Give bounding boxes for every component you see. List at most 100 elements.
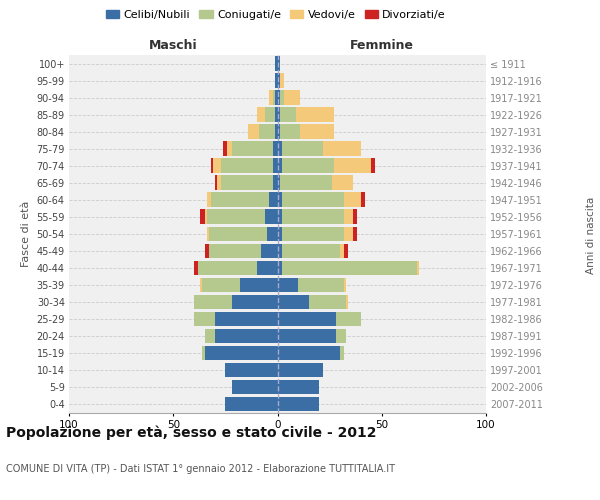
Bar [344,226,353,241]
Bar [277,397,319,411]
Bar [336,312,361,326]
Bar [265,108,275,122]
Bar [281,158,334,173]
Bar [277,124,280,139]
Bar [215,328,277,343]
Bar [344,244,349,258]
Bar [277,346,340,360]
Bar [198,260,257,275]
Bar [277,74,280,88]
Bar [277,328,336,343]
Bar [353,226,357,241]
Bar [226,397,277,411]
Bar [215,312,277,326]
Bar [221,158,274,173]
Bar [309,294,346,309]
Bar [240,278,277,292]
Bar [277,260,281,275]
Legend: Celibi/Nubili, Coniugati/e, Vedovi/e, Divorziati/e: Celibi/Nubili, Coniugati/e, Vedovi/e, Di… [101,6,451,25]
Bar [194,312,215,326]
Bar [281,192,344,207]
Bar [202,346,205,360]
Bar [267,226,277,241]
Bar [265,210,277,224]
Bar [248,124,259,139]
Bar [280,124,301,139]
Y-axis label: Fasce di età: Fasce di età [21,200,31,267]
Bar [334,158,371,173]
Bar [274,158,277,173]
Bar [275,108,277,122]
Bar [277,312,336,326]
Bar [269,90,274,105]
Bar [280,108,296,122]
Bar [277,56,280,70]
Bar [274,176,277,190]
Bar [232,294,277,309]
Bar [209,226,267,241]
Bar [277,278,298,292]
Bar [200,210,205,224]
Bar [277,192,281,207]
Bar [259,124,275,139]
Bar [211,192,269,207]
Bar [336,328,346,343]
Bar [344,210,353,224]
Bar [206,192,211,207]
Bar [274,90,275,105]
Bar [257,260,277,275]
Bar [274,142,277,156]
Bar [277,210,281,224]
Bar [275,90,277,105]
Bar [205,244,209,258]
Bar [227,142,232,156]
Bar [257,108,265,122]
Bar [281,244,340,258]
Bar [340,346,344,360]
Bar [205,328,215,343]
Bar [284,90,301,105]
Bar [277,176,280,190]
Bar [281,226,344,241]
Bar [323,142,361,156]
Bar [275,124,277,139]
Text: Maschi: Maschi [149,38,197,52]
Bar [232,380,277,394]
Bar [277,244,281,258]
Bar [340,244,344,258]
Bar [281,142,323,156]
Bar [277,158,281,173]
Bar [200,278,202,292]
Bar [277,108,280,122]
Bar [346,294,349,309]
Bar [209,244,261,258]
Bar [211,158,213,173]
Text: COMUNE DI VITA (TP) - Dati ISTAT 1° gennaio 2012 - Elaborazione TUTTITALIA.IT: COMUNE DI VITA (TP) - Dati ISTAT 1° genn… [6,464,395,474]
Bar [277,226,281,241]
Bar [223,142,227,156]
Bar [371,158,376,173]
Bar [361,192,365,207]
Bar [269,192,277,207]
Bar [281,260,417,275]
Text: Anni di nascita: Anni di nascita [586,196,596,274]
Bar [205,346,277,360]
Bar [277,294,309,309]
Bar [344,192,361,207]
Bar [332,176,353,190]
Bar [280,90,284,105]
Bar [344,278,346,292]
Bar [298,278,344,292]
Bar [277,380,319,394]
Bar [275,56,277,70]
Bar [301,124,334,139]
Bar [206,226,209,241]
Bar [226,362,277,377]
Bar [217,176,221,190]
Bar [417,260,419,275]
Bar [353,210,357,224]
Bar [277,142,281,156]
Bar [281,210,344,224]
Bar [213,158,221,173]
Text: Femmine: Femmine [350,38,414,52]
